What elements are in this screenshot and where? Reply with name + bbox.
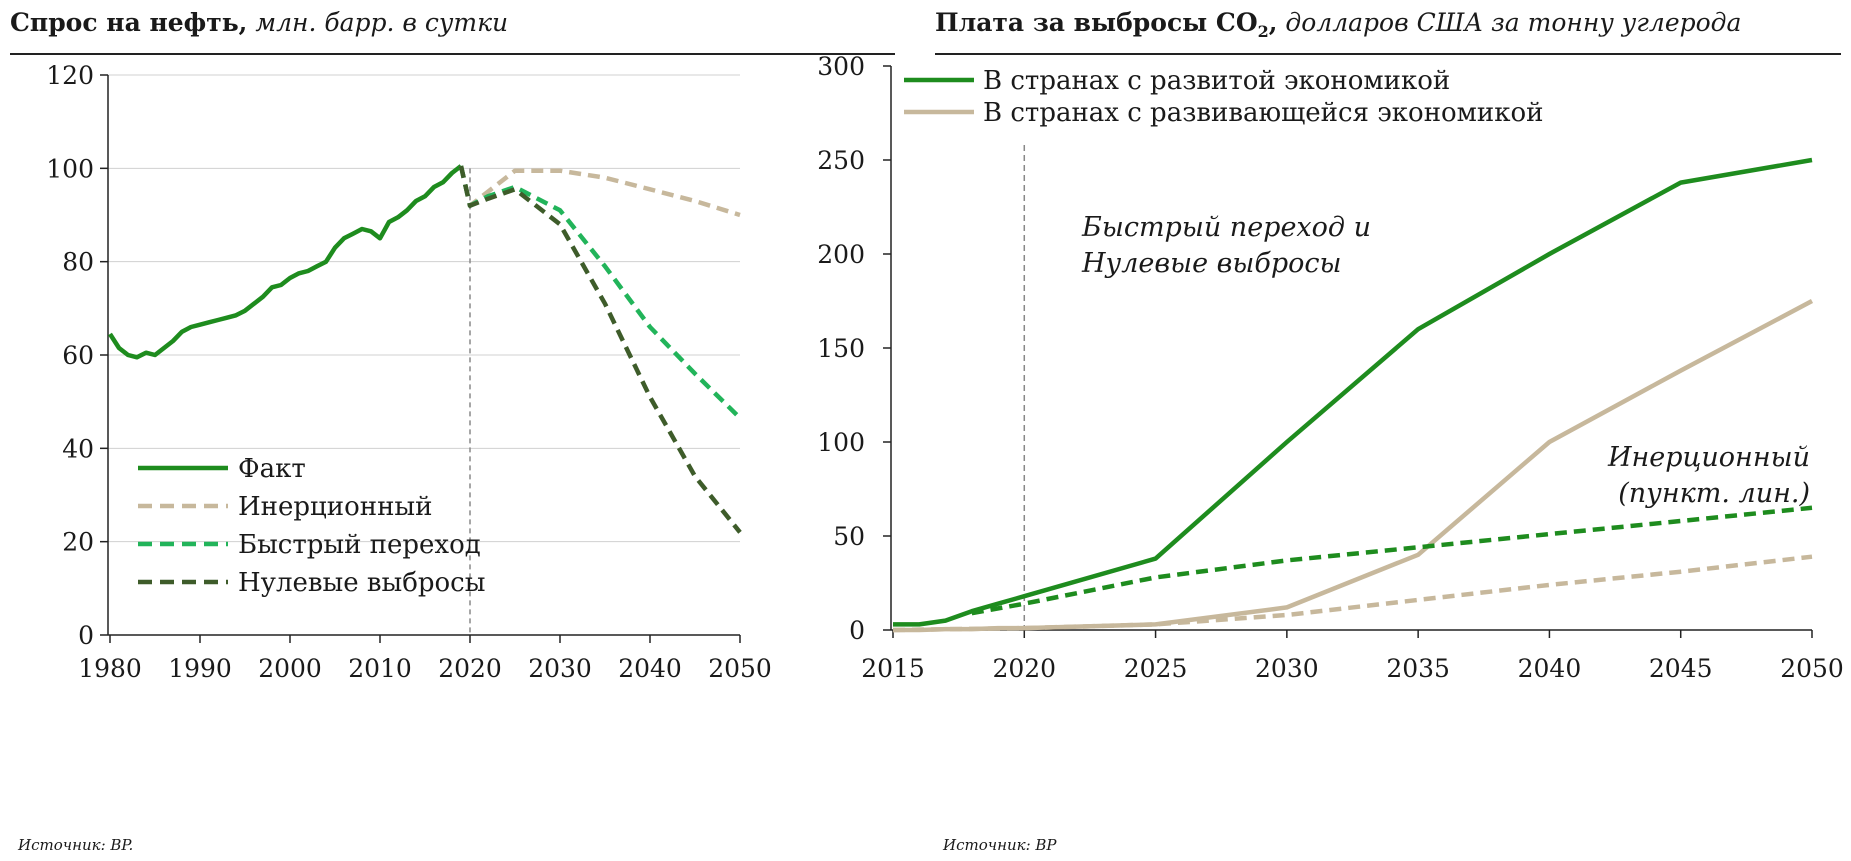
legend-label: Быстрый переход <box>238 530 481 560</box>
y-tick-label: 120 <box>46 61 94 90</box>
x-tick-label: 2025 <box>1124 654 1188 683</box>
carbon-price-title-bold: Плата за выбросы CO <box>935 8 1258 37</box>
y-tick-label: 0 <box>849 616 865 645</box>
series-line <box>892 554 1813 633</box>
carbon-price-source: Источник: BP <box>943 836 1057 854</box>
y-tick-label: 20 <box>62 528 94 557</box>
annotation-text: Инерционный <box>1607 442 1810 473</box>
y-tick-label: 200 <box>817 240 865 269</box>
x-tick-label: 2030 <box>1255 654 1319 683</box>
y-tick-label: 80 <box>62 248 94 277</box>
series-line <box>971 505 1813 616</box>
series-line <box>458 165 741 218</box>
oil-demand-title-units: млн. барр. в сутки <box>247 8 509 37</box>
annotation-text: Нулевые выбросы <box>1081 248 1341 279</box>
oil-demand-title-bold: Спрос на нефть, <box>10 8 248 37</box>
carbon-price-chart: 0 50 100 150 200 250 300 2015 2020 2025 2030 2035 20… <box>817 52 1844 683</box>
x-tick-label: 2045 <box>1649 654 1713 683</box>
legend-label: Инерционный <box>238 492 432 522</box>
y-tick-label: 250 <box>817 146 865 175</box>
x-tick-label: 2010 <box>348 654 412 683</box>
series-line <box>108 164 463 360</box>
oil-demand-legend: Факт Инерционный Быстрый переход Нулевые вы… <box>138 454 485 598</box>
y-tick-label: 60 <box>62 341 94 370</box>
legend-label: Нулевые выбросы <box>238 568 485 598</box>
carbon-price-title-comma: , <box>1268 8 1278 37</box>
x-tick-label: 2020 <box>992 654 1056 683</box>
oil-demand-title: Спрос на нефть, млн. барр. в сутки <box>10 8 508 37</box>
y-tick-label: 100 <box>817 428 865 457</box>
series-line <box>893 157 1813 627</box>
x-tick-label: 1990 <box>168 654 232 683</box>
x-tick-label: 2035 <box>1386 654 1450 683</box>
x-tick-label: 2040 <box>618 654 682 683</box>
annotation-text: (пункт. лин.) <box>1618 478 1810 509</box>
x-tick-label: 2040 <box>1518 654 1582 683</box>
x-tick-label: 2050 <box>708 654 772 683</box>
y-tick-label: 40 <box>62 434 94 463</box>
annotation-text: Быстрый переход и <box>1081 212 1371 243</box>
x-tick-label: 2030 <box>528 654 592 683</box>
y-tick-label: 50 <box>833 522 865 551</box>
carbon-price-title-units: долларов США за тонну углерода <box>1277 8 1742 37</box>
y-tick-label: 150 <box>817 334 865 363</box>
x-tick-label: 2000 <box>258 654 322 683</box>
x-tick-label: 2020 <box>438 654 502 683</box>
series-line <box>458 165 742 534</box>
y-tick-label: 0 <box>78 621 94 650</box>
y-tick-label: 300 <box>817 52 865 81</box>
y-tick-label: 100 <box>46 154 94 183</box>
legend-label: Факт <box>238 454 306 484</box>
title-divider <box>935 53 1841 55</box>
carbon-price-panel: Плата за выбросы CO2, долларов США за то… <box>925 0 1851 861</box>
carbon-price-title-subscript: 2 <box>1257 22 1269 41</box>
legend-label: В странах с развивающейся экономикой <box>983 98 1543 128</box>
oil-demand-panel: Спрос на нефть, млн. барр. в сутки Источ… <box>0 0 905 861</box>
legend-label: В странах с развитой экономикой <box>983 66 1450 96</box>
x-tick-label: 2050 <box>1780 654 1844 683</box>
x-tick-label: 2015 <box>861 654 925 683</box>
title-divider <box>10 53 895 55</box>
x-tick-label: 1980 <box>78 654 142 683</box>
oil-demand-source: Источник: BP. <box>18 836 134 854</box>
carbon-price-title: Плата за выбросы CO2, долларов США за то… <box>935 8 1741 41</box>
